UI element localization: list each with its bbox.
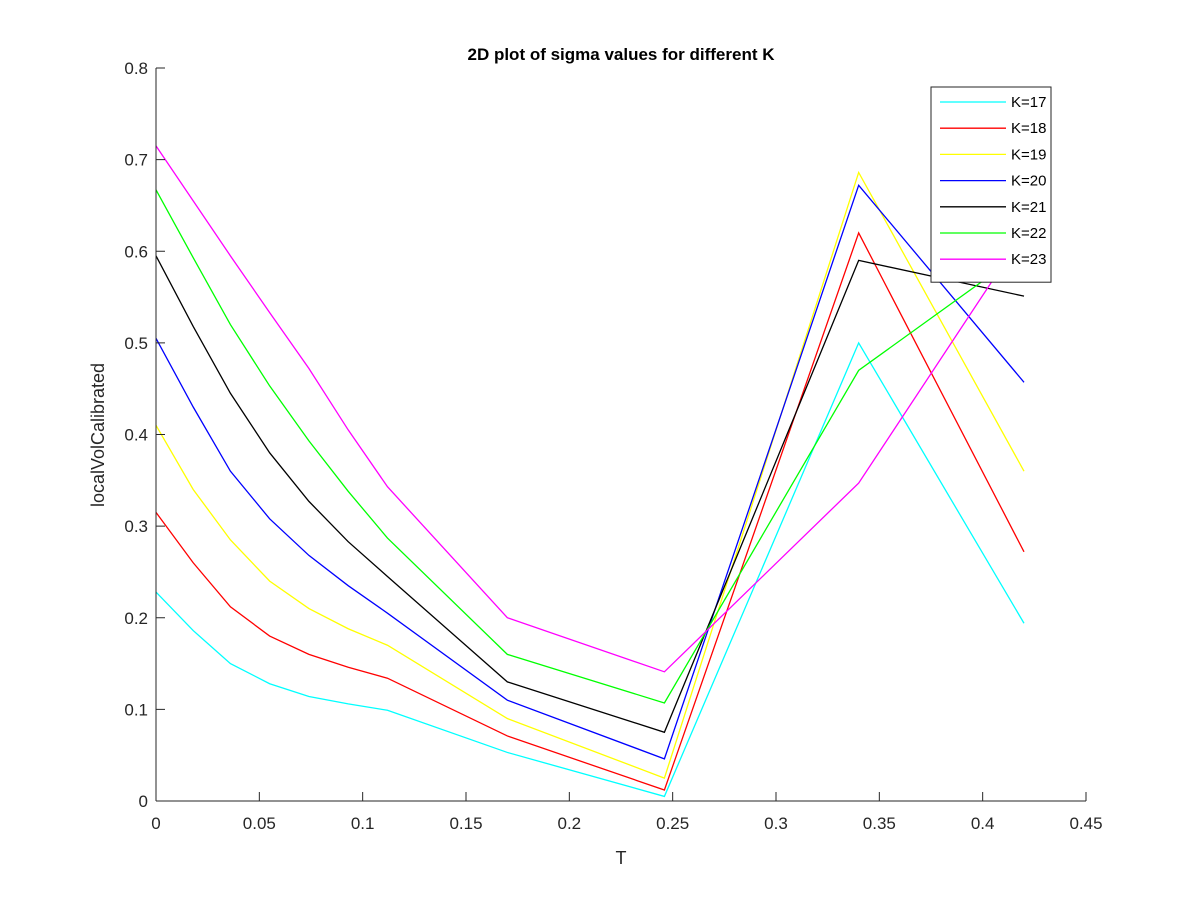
y-tick-label: 0.1 — [124, 700, 148, 719]
y-tick-label: 0.7 — [124, 151, 148, 170]
legend-box — [930, 86, 1052, 283]
x-tick-label: 0.05 — [243, 814, 276, 833]
legend-label: K=18 — [1011, 120, 1046, 137]
y-tick-label: 0.2 — [124, 609, 148, 628]
series-line-5 — [155, 255, 1025, 734]
y-tick-label: 0.3 — [124, 517, 148, 536]
series-line-2 — [155, 231, 1025, 791]
x-tick-label: 0.35 — [863, 814, 896, 833]
y-axis-label: localVolCalibrated — [88, 363, 108, 507]
x-tick-label: 0.2 — [558, 814, 582, 833]
y-tick-label: 0 — [139, 792, 148, 811]
legend-label: K=20 — [1011, 173, 1046, 190]
x-tick-label: 0.1 — [351, 814, 375, 833]
x-tick-label: 0.25 — [656, 814, 689, 833]
legend-label: K=17 — [1011, 94, 1046, 111]
y-axis: 0 0.1 0.2 0.3 0.4 0.5 0.6 0.7 0.8 — [124, 59, 165, 811]
series-line-1 — [155, 341, 1025, 798]
series-line-4 — [155, 183, 1025, 760]
x-tick-label: 0 — [151, 814, 160, 833]
series-line-7 — [155, 145, 1025, 673]
legend: K=17 K=18 K=19 K=20 K=21 K=22 K=23 — [930, 86, 1052, 283]
series-line-6 — [155, 189, 1025, 704]
y-tick-label: 0.5 — [124, 334, 148, 353]
x-axis-label: T — [616, 848, 627, 868]
x-tick-label: 0.15 — [449, 814, 482, 833]
x-tick-label: 0.3 — [764, 814, 788, 833]
legend-label: K=21 — [1011, 199, 1046, 216]
y-tick-label: 0.6 — [124, 242, 148, 261]
chart-title: 2D plot of sigma values for different K — [468, 45, 776, 64]
x-tick-label: 0.45 — [1069, 814, 1102, 833]
series-layer — [155, 145, 1025, 798]
x-tick-label: 0.4 — [971, 814, 995, 833]
x-axis: 0 0.05 0.1 0.15 0.2 0.25 0.3 0.35 0.4 0.45 — [151, 792, 1103, 833]
legend-label: K=19 — [1011, 146, 1046, 163]
y-tick-label: 0.4 — [124, 426, 148, 445]
y-tick-label: 0.8 — [124, 59, 148, 78]
legend-label: K=22 — [1011, 225, 1046, 242]
legend-label: K=23 — [1011, 251, 1046, 268]
